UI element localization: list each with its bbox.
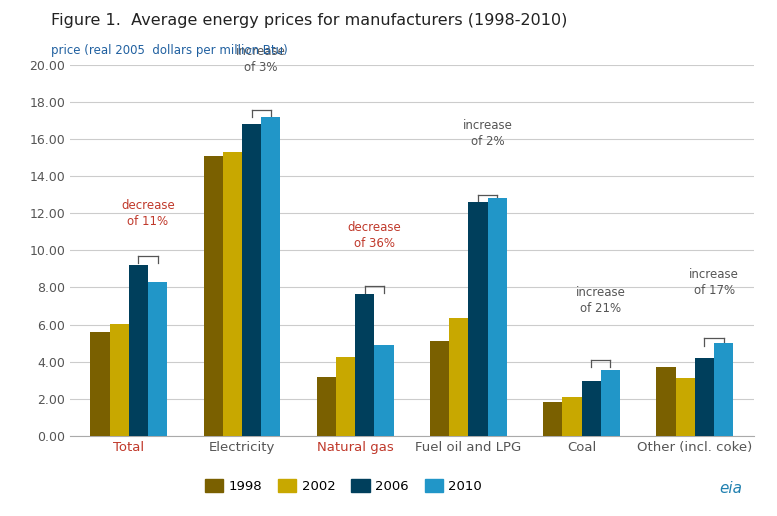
Bar xyxy=(223,152,242,436)
Bar xyxy=(148,282,167,436)
Bar xyxy=(204,155,223,436)
Bar xyxy=(657,367,675,436)
Bar xyxy=(375,345,394,436)
Text: price (real 2005  dollars per million Btu): price (real 2005 dollars per million Btu… xyxy=(51,44,287,57)
Bar xyxy=(430,341,449,436)
Bar xyxy=(714,343,733,436)
Bar xyxy=(563,397,582,436)
Text: increase
of 3%: increase of 3% xyxy=(236,45,286,74)
Bar xyxy=(355,294,375,436)
Legend: 1998, 2002, 2006, 2010: 1998, 2002, 2006, 2010 xyxy=(200,474,487,498)
Bar xyxy=(110,324,129,436)
Bar xyxy=(449,318,469,436)
Bar xyxy=(469,202,488,436)
Bar xyxy=(242,124,261,436)
Text: Figure 1.  Average energy prices for manufacturers (1998-2010): Figure 1. Average energy prices for manu… xyxy=(51,13,567,28)
Text: increase
of 2%: increase of 2% xyxy=(463,119,513,148)
Text: decrease
of 36%: decrease of 36% xyxy=(347,221,402,250)
Text: increase
of 17%: increase of 17% xyxy=(689,268,739,297)
Bar xyxy=(695,358,714,436)
Bar xyxy=(129,265,148,436)
Bar xyxy=(543,401,563,436)
Bar xyxy=(261,117,280,436)
Text: increase
of 21%: increase of 21% xyxy=(576,286,625,315)
Bar xyxy=(488,198,507,436)
Text: eia: eia xyxy=(719,481,742,496)
Bar xyxy=(582,381,601,436)
Bar xyxy=(336,357,355,436)
Bar xyxy=(601,370,620,436)
Text: decrease
of 11%: decrease of 11% xyxy=(121,199,175,228)
Bar xyxy=(317,377,336,436)
Bar xyxy=(675,378,695,436)
Bar xyxy=(90,332,110,436)
